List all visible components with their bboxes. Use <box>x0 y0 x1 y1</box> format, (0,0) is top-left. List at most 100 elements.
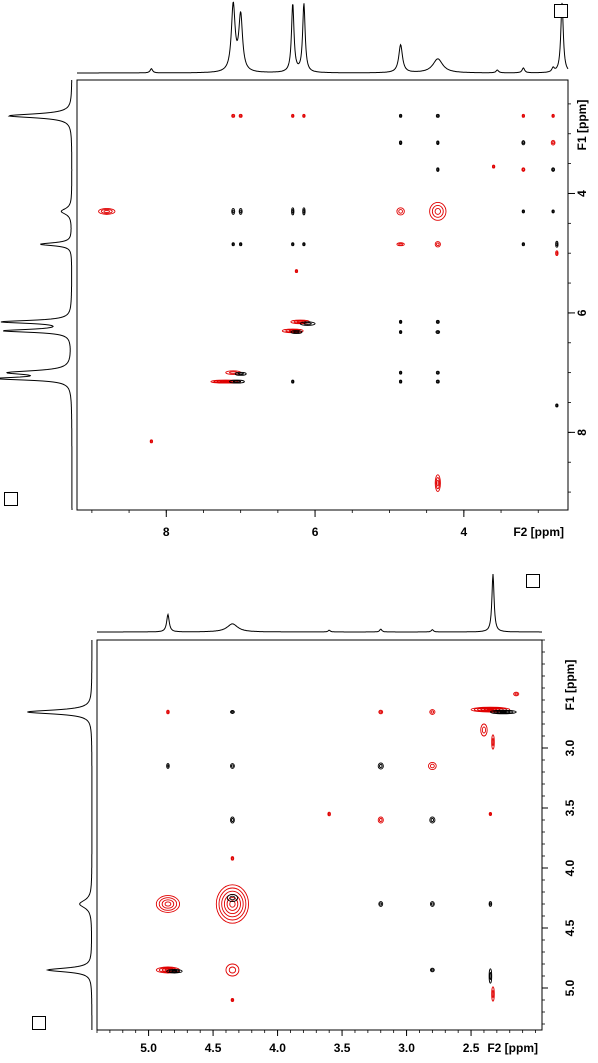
contour-level <box>291 243 294 246</box>
cross-peak <box>398 319 403 324</box>
contour-level <box>291 207 295 216</box>
contour-level <box>303 322 312 326</box>
contour-level <box>435 113 440 118</box>
cross-peak <box>291 207 295 216</box>
contour-level <box>399 141 402 145</box>
contour-level <box>552 210 555 213</box>
contour-level <box>230 856 235 861</box>
contour-level <box>232 114 235 118</box>
contour-level <box>436 479 440 487</box>
contour-level <box>399 380 402 383</box>
contour-level <box>551 141 555 145</box>
cross-peak <box>149 439 154 444</box>
cross-peak <box>551 167 556 172</box>
y-tick-label: 6 <box>575 309 589 316</box>
contour-level <box>481 726 487 734</box>
contour-level <box>428 761 437 771</box>
contour-level <box>98 207 116 215</box>
cross-peak <box>429 901 435 907</box>
cross-peak <box>155 895 181 913</box>
contour-level <box>435 379 440 384</box>
contour-level <box>429 816 436 824</box>
contour-level <box>436 380 440 383</box>
contour-level <box>436 371 440 374</box>
contour-level <box>399 330 402 334</box>
contour-level <box>486 708 495 711</box>
cross-peak <box>436 167 440 172</box>
cross-peak <box>98 207 116 215</box>
contour-level <box>555 404 558 407</box>
cross-peak <box>429 967 435 973</box>
x-tick-label: 4.0 <box>269 1041 286 1055</box>
contour-level <box>430 968 434 972</box>
contour-level <box>522 210 525 213</box>
contour-level <box>434 241 441 248</box>
contour-level <box>166 764 170 768</box>
contour-level <box>166 968 183 974</box>
contour-level <box>429 201 447 221</box>
contour-level <box>522 243 525 246</box>
contour-level <box>291 379 295 384</box>
contour-level <box>398 140 403 145</box>
contour-level <box>551 167 556 172</box>
contour-level <box>550 139 556 146</box>
y-tick-label: 4 <box>575 190 589 197</box>
cross-peak <box>436 140 440 145</box>
cross-peak <box>230 816 235 824</box>
cross-peak <box>166 709 170 715</box>
contour-level <box>239 243 242 246</box>
contour-level <box>239 242 243 247</box>
cross-peak <box>290 330 303 334</box>
cross-peak <box>230 763 235 769</box>
cross-peak <box>234 371 247 376</box>
contour-level <box>522 114 525 118</box>
contour-level <box>429 967 435 973</box>
cross-peak <box>555 250 559 257</box>
contour-level <box>489 971 492 981</box>
contour-level <box>302 209 305 214</box>
cross-peak <box>555 403 559 408</box>
contour-level <box>436 141 439 145</box>
contour-level <box>229 900 236 908</box>
panel-marker-square <box>526 574 540 588</box>
contour-level <box>231 857 234 860</box>
contour-level <box>295 269 298 273</box>
contour-level <box>430 902 434 906</box>
contour-level <box>291 380 294 383</box>
contour-level <box>378 901 384 907</box>
contour-level <box>491 737 495 747</box>
contour-level <box>294 269 299 274</box>
contour-level <box>168 969 181 973</box>
cross-peak <box>480 723 488 737</box>
x-tick-label: 3.5 <box>334 1041 351 1055</box>
contour-level <box>230 763 235 769</box>
contour-level <box>399 114 402 118</box>
cross-peak <box>488 968 493 984</box>
cross-peak <box>231 113 236 118</box>
contour-level <box>291 114 294 118</box>
contour-level <box>555 240 559 248</box>
contour-level <box>555 403 559 408</box>
contour-level <box>379 710 383 714</box>
contour-level <box>232 380 242 383</box>
cross-peak <box>398 370 403 375</box>
cross-peak <box>378 901 384 907</box>
contour-level <box>229 379 245 384</box>
cross-peak <box>521 113 526 118</box>
y-tick-label: 3.5 <box>563 799 577 816</box>
contour-level <box>436 242 440 247</box>
cross-peak <box>302 113 306 118</box>
contour-level <box>218 887 247 921</box>
contour-level <box>150 440 153 443</box>
cross-peak <box>491 734 495 750</box>
cross-peak <box>488 812 493 816</box>
contour-level <box>436 114 440 118</box>
cross-peak <box>231 242 235 247</box>
contour-level <box>291 209 294 214</box>
contour-level <box>398 319 403 324</box>
cross-peak <box>239 242 243 247</box>
contour-level <box>521 140 526 146</box>
contour-level <box>222 380 230 383</box>
cross-peak <box>491 164 496 169</box>
